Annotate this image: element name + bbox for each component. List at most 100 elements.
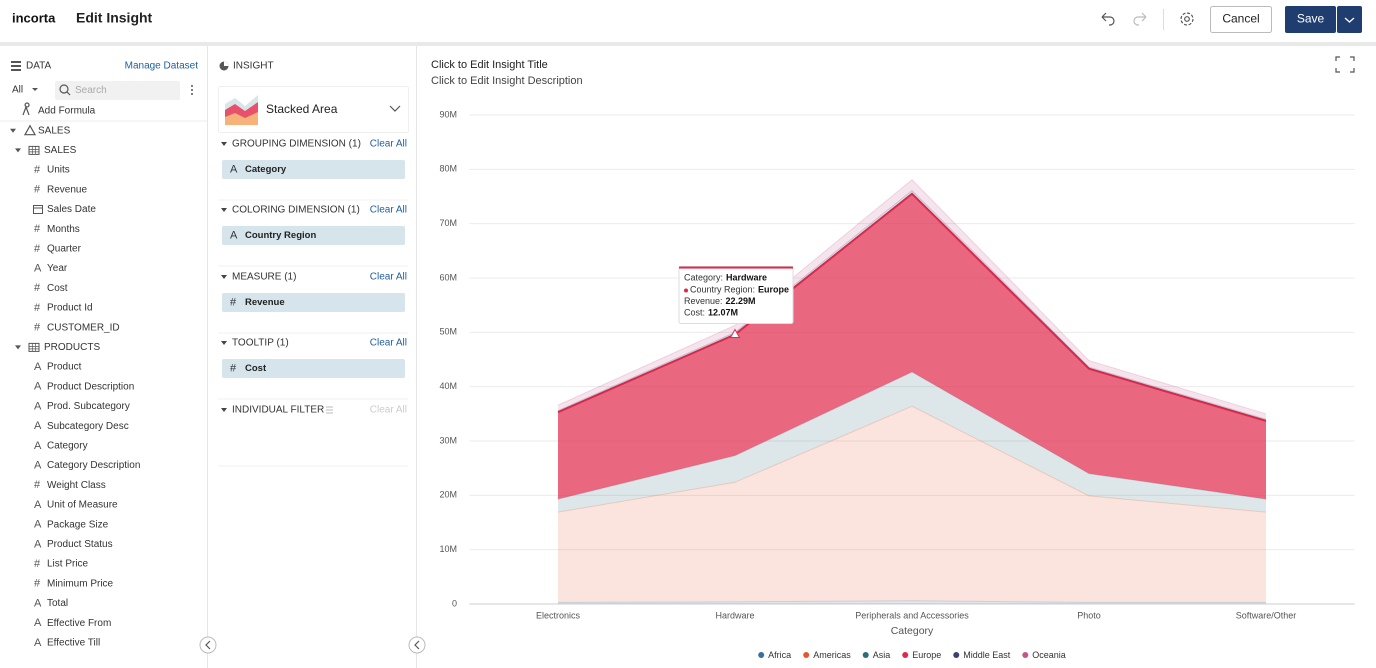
add-formula[interactable]: Add Formula <box>38 106 96 117</box>
chart-type-selector[interactable] <box>218 86 409 133</box>
field-name[interactable]: Subcategory Desc <box>47 421 129 432</box>
clear-all[interactable]: Clear All <box>370 139 407 150</box>
field-name[interactable]: Total <box>47 598 68 609</box>
tooltip-line: Country Region: Europe <box>690 285 789 295</box>
legend-label[interactable]: Middle East <box>963 650 1011 660</box>
area-line <box>557 192 1267 422</box>
pill-label: Cost <box>245 363 267 374</box>
table-name[interactable]: SALES <box>44 145 77 156</box>
field-type-icon: # <box>34 243 41 255</box>
x-tick-label: Software/Other <box>1236 610 1297 620</box>
field-type-icon: A <box>34 519 42 531</box>
pill[interactable] <box>222 160 405 179</box>
expand-arrow[interactable] <box>15 148 21 153</box>
expand-arrow[interactable] <box>10 128 16 133</box>
expand-arrow[interactable] <box>15 345 21 350</box>
field-name[interactable]: Weight Class <box>47 480 106 491</box>
field-type-icon: # <box>34 558 41 570</box>
search-icon <box>59 84 71 96</box>
field-name[interactable]: CUSTOMER_ID <box>47 322 120 333</box>
area <box>558 179 1266 420</box>
field-name[interactable]: Category Description <box>47 460 140 471</box>
logo: incorta <box>12 10 56 25</box>
field-type-icon: # <box>34 184 41 196</box>
legend-label[interactable]: Americas <box>813 650 851 660</box>
header-divider <box>0 42 1376 46</box>
icon-part <box>29 146 39 155</box>
field-name[interactable]: Effective Till <box>47 638 100 649</box>
field-type-icon: A <box>34 440 42 452</box>
save-button[interactable] <box>1285 6 1336 33</box>
chevron <box>1344 17 1355 23</box>
undo-button[interactable] <box>1101 12 1115 26</box>
section-arrow <box>221 408 227 412</box>
field-type-icon: A <box>34 538 42 550</box>
x-tick-label: Hardware <box>715 610 754 620</box>
clear-all[interactable]: Clear All <box>370 405 407 416</box>
field-name[interactable]: List Price <box>47 559 89 570</box>
more-menu[interactable] <box>191 85 193 95</box>
field-name[interactable]: Year <box>47 263 68 274</box>
field-name[interactable]: Unit of Measure <box>47 500 118 511</box>
tooltip-line: Revenue: 22.29M <box>684 296 756 306</box>
tooltip-value: Hardware <box>726 273 767 283</box>
manage-dataset-link[interactable]: Manage Dataset <box>125 61 199 72</box>
legend-label[interactable]: Oceania <box>1032 650 1066 660</box>
field-name[interactable]: Prod. Subcategory <box>47 401 130 412</box>
field-name[interactable]: Product <box>47 362 82 373</box>
clear-all[interactable]: Clear All <box>370 272 407 283</box>
y-tick-label: 20M <box>439 490 457 500</box>
collapse-insight-button[interactable] <box>408 636 426 654</box>
field-name[interactable]: Quarter <box>47 244 82 255</box>
field-type-icon: A <box>34 381 42 393</box>
cancel-button[interactable] <box>1210 6 1272 33</box>
y-tick-label: 50M <box>439 327 457 337</box>
pill[interactable] <box>222 226 405 245</box>
schema-name[interactable]: SALES <box>38 125 71 136</box>
filter-dropdown[interactable]: All <box>12 85 23 96</box>
settings-button[interactable] <box>1180 12 1194 26</box>
field-name[interactable]: Category <box>47 441 88 452</box>
icon-part <box>29 343 39 352</box>
field-name[interactable]: Product Id <box>47 303 93 314</box>
field-name[interactable]: Units <box>47 165 70 176</box>
field-name[interactable]: Effective From <box>47 618 111 629</box>
y-tick-label: 40M <box>439 381 457 391</box>
legend: Africa Americas Asia Europe Middle East Ocean… <box>758 650 1066 660</box>
table-icon <box>28 342 40 352</box>
field-type-icon: # <box>34 578 41 590</box>
field-type-icon: A <box>34 499 42 511</box>
insight-title[interactable]: Click to Edit Insight Title <box>431 59 548 71</box>
tooltip-label: Cost: <box>684 308 705 318</box>
field-name[interactable]: Months <box>47 224 80 235</box>
clear-all[interactable]: Clear All <box>370 338 407 349</box>
field-name[interactable]: Minimum Price <box>47 578 114 589</box>
legend-swatch <box>803 652 810 658</box>
field-name[interactable]: Product Description <box>47 381 134 392</box>
icon-part <box>28 342 40 352</box>
legend-label[interactable]: Asia <box>873 650 891 660</box>
field-name[interactable]: Product Status <box>47 539 113 550</box>
icon-part <box>28 145 40 155</box>
clear-all[interactable]: Clear All <box>370 205 407 216</box>
field-name[interactable]: Sales Date <box>47 204 96 215</box>
fullscreen-button[interactable] <box>1335 56 1355 73</box>
field-name[interactable]: Cost <box>47 283 68 294</box>
field-name[interactable]: Revenue <box>47 184 87 195</box>
save-menu-button[interactable] <box>1337 6 1362 33</box>
pill[interactable] <box>222 359 405 378</box>
tooltip-value: 12.07M <box>708 308 738 318</box>
search-box[interactable] <box>55 81 180 100</box>
pill[interactable] <box>222 293 405 312</box>
field-name[interactable]: Package Size <box>47 519 109 530</box>
table-name[interactable]: PRODUCTS <box>44 342 100 353</box>
legend-label[interactable]: Africa <box>768 650 791 660</box>
insight-description[interactable]: Click to Edit Insight Description <box>431 75 583 87</box>
collapse-data-button[interactable] <box>199 636 217 654</box>
legend-label[interactable]: Europe <box>912 650 941 660</box>
redo-button[interactable] <box>1133 12 1147 26</box>
panel-title: DATA <box>26 61 52 72</box>
